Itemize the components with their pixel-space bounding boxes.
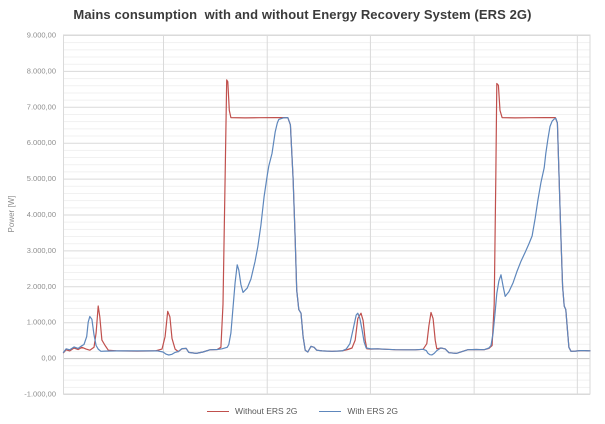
plot-border xyxy=(63,34,591,395)
y-axis-tick-label: 6.000,00 xyxy=(27,138,56,147)
series-layer xyxy=(62,79,591,356)
y-axis-tick-label: 3.000,00 xyxy=(27,246,56,255)
y-axis-tick-label: 9.000,00 xyxy=(27,31,56,40)
legend-swatch-with-ers xyxy=(319,410,342,412)
y-axis-tick-label: -1.000,00 xyxy=(24,390,56,399)
chart-title: Mains consumption with and without Energ… xyxy=(73,7,532,22)
legend-label-without-ers: Without ERS 2G xyxy=(235,406,298,416)
legend: Without ERS 2G With ERS 2G xyxy=(0,406,605,416)
legend-swatch-without-ers xyxy=(207,410,230,412)
y-axis-tick-label: 0,00 xyxy=(41,354,56,363)
legend-item-with-ers[interactable]: With ERS 2G xyxy=(319,406,398,416)
y-axis-tick-label: 8.000,00 xyxy=(27,66,56,75)
y-axis-title: Power [W] xyxy=(7,196,16,233)
series-line-without-ers-2g xyxy=(62,79,591,354)
y-axis-tick-label: 1.000,00 xyxy=(27,318,56,327)
legend-label-with-ers: With ERS 2G xyxy=(347,406,398,416)
legend-item-without-ers[interactable]: Without ERS 2G xyxy=(207,406,297,416)
y-axis-tick-label: 4.000,00 xyxy=(27,210,56,219)
y-axis-tick-label: 5.000,00 xyxy=(27,174,56,183)
y-axis-labels-layer: 9.000,00 8.000,00 7.000,00 6.000,00 5.000,00… xyxy=(24,31,56,399)
gridlines-layer xyxy=(63,34,591,395)
series-line-with-ers-2g xyxy=(62,117,591,356)
y-axis-tick-label: 2.000,00 xyxy=(27,282,56,291)
y-axis-tick-label: 7.000,00 xyxy=(27,102,56,111)
